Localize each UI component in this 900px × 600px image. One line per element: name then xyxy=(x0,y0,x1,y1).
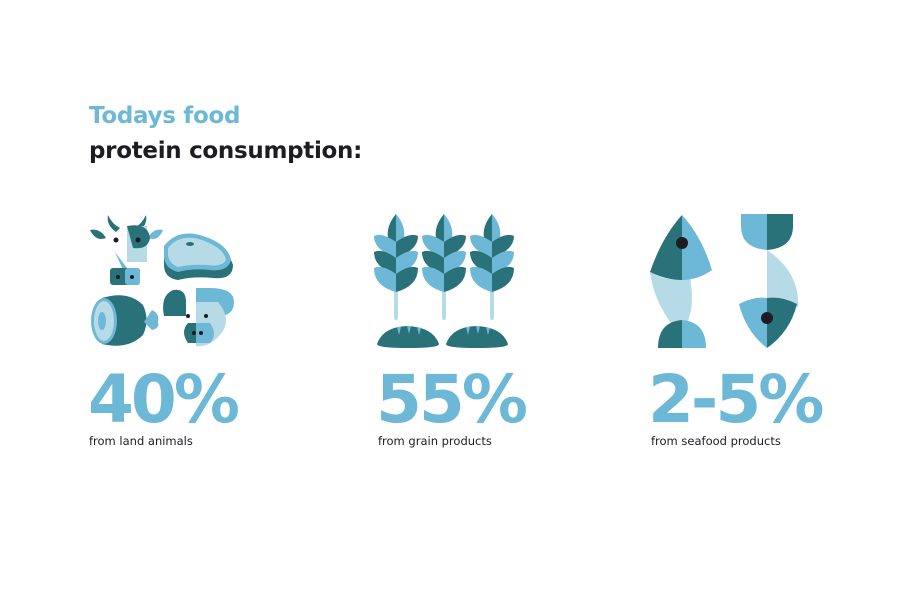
stat-label-land-animals: from land animals xyxy=(89,434,193,448)
stat-label-seafood: from seafood products xyxy=(651,434,781,448)
land-animals-icon xyxy=(88,210,238,350)
heading-line-1: Todays food xyxy=(89,103,241,129)
fish-icon xyxy=(650,212,800,352)
stat-label-grain: from grain products xyxy=(378,434,492,448)
stat-value-land-animals: 40% xyxy=(88,361,240,438)
stat-value-seafood: 2-5% xyxy=(648,361,824,438)
grain-icon xyxy=(372,212,517,352)
heading-line-2: protein consumption: xyxy=(89,138,363,164)
stat-value-grain: 55% xyxy=(376,361,528,438)
